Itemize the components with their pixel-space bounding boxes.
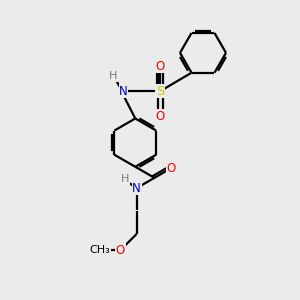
Text: H: H	[109, 71, 117, 81]
Text: S: S	[156, 85, 164, 98]
Text: O: O	[116, 244, 125, 257]
Text: CH₃: CH₃	[89, 245, 110, 255]
Text: N: N	[132, 182, 141, 195]
Text: N: N	[119, 85, 128, 98]
Text: O: O	[156, 110, 165, 123]
Text: O: O	[167, 162, 176, 175]
Text: O: O	[156, 60, 165, 73]
Text: H: H	[121, 174, 130, 184]
